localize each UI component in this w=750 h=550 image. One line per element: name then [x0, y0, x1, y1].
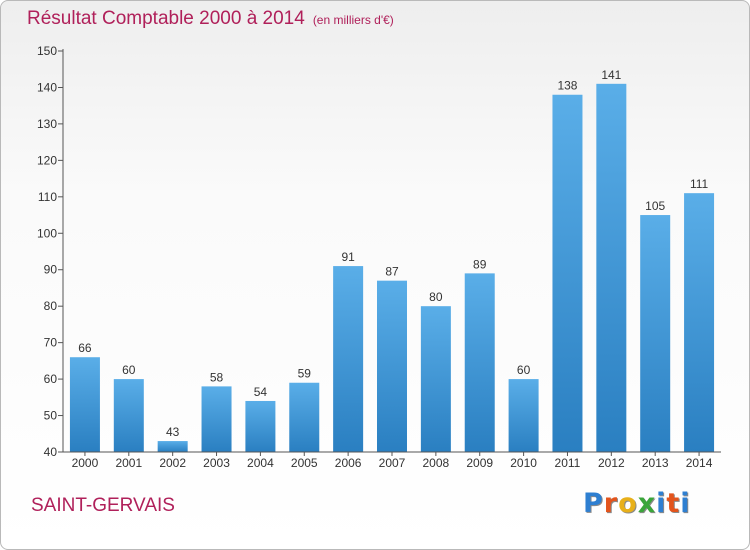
- chart-title: Résultat Comptable 2000 à 2014 (en millie…: [27, 8, 394, 30]
- logo-letter: i: [656, 488, 667, 519]
- proxiti-logo: Proxiti: [583, 488, 691, 519]
- y-tick-label-140: 140: [37, 80, 57, 94]
- data-label-2007: 87: [385, 265, 399, 279]
- bar-2005: [289, 382, 320, 452]
- data-label-2013: 105: [645, 199, 665, 213]
- data-label-2006: 91: [341, 250, 355, 264]
- logo-letter: r: [603, 488, 619, 519]
- bar-2012: [596, 83, 627, 453]
- data-label-2012: 141: [601, 68, 621, 82]
- bar-2004: [245, 400, 276, 452]
- data-label-2008: 80: [429, 290, 443, 304]
- bar-2006: [333, 266, 364, 452]
- logo-letter: o: [618, 488, 638, 519]
- x-tick-label-2012: 2012: [598, 456, 625, 470]
- y-tick-label-110: 110: [38, 190, 57, 204]
- data-label-2000: 66: [78, 341, 92, 355]
- y-tick-label-80: 80: [44, 299, 58, 313]
- chart-title-text: Résultat Comptable 2000 à 2014: [27, 8, 305, 29]
- place-name: SAINT-GERVAIS: [31, 495, 175, 516]
- y-tick-label-120: 120: [37, 153, 57, 167]
- bar-2009: [464, 273, 495, 452]
- bar-2008: [420, 306, 451, 452]
- bar-2001: [113, 379, 144, 452]
- x-tick-label-2006: 2006: [335, 456, 362, 470]
- data-label-2010: 60: [517, 363, 531, 377]
- data-label-2003: 58: [210, 370, 224, 384]
- x-tick-label-2003: 2003: [203, 456, 230, 470]
- bar-2000: [69, 357, 100, 452]
- logo-letter: t: [666, 488, 681, 519]
- x-tick-label-2005: 2005: [291, 456, 318, 470]
- bar-2003: [201, 386, 232, 452]
- y-tick-label-60: 60: [44, 372, 58, 386]
- x-tick-label-2011: 2011: [555, 456, 581, 470]
- x-tick-label-2013: 2013: [642, 456, 669, 470]
- bar-2014: [684, 193, 715, 452]
- x-tick-label-2004: 2004: [247, 456, 274, 470]
- y-tick-label-100: 100: [37, 226, 57, 240]
- bar-2011: [552, 94, 583, 452]
- y-tick-label-40: 40: [44, 445, 58, 459]
- x-tick-label-2002: 2002: [159, 456, 186, 470]
- axes-group: 2000 2001 2002 2003 2004 2005 2006 2007 2008 2009…: [37, 44, 721, 470]
- x-tick-label-2009: 2009: [466, 456, 493, 470]
- data-label-2001: 60: [122, 363, 136, 377]
- x-tick-label-2000: 2000: [72, 456, 99, 470]
- x-tick-label-2007: 2007: [379, 456, 406, 470]
- y-tick-label-150: 150: [37, 44, 57, 58]
- logo-letter: i: [680, 488, 691, 519]
- data-label-2002: 43: [166, 425, 180, 439]
- x-tick-label-2010: 2010: [510, 456, 537, 470]
- bar-2013: [640, 215, 671, 452]
- logo-letter: x: [637, 488, 657, 519]
- chart-subtitle: (en milliers d'€): [312, 13, 394, 27]
- bar-2002: [157, 441, 188, 452]
- x-tick-label-2014: 2014: [686, 456, 713, 470]
- y-tick-label-50: 50: [44, 409, 58, 423]
- logo-letter: P: [583, 488, 604, 519]
- data-label-2011: 138: [557, 79, 577, 93]
- bars-group: 66 60 43 58 54 59 91 87 80 89 60 138 141 105 111: [69, 68, 715, 453]
- data-label-2004: 54: [254, 385, 268, 399]
- data-label-2005: 59: [298, 367, 312, 381]
- y-tick-label-130: 130: [37, 117, 57, 131]
- bar-2007: [377, 280, 407, 452]
- bar-2010: [508, 379, 539, 452]
- data-label-2009: 89: [473, 257, 487, 271]
- y-tick-label-70: 70: [44, 336, 58, 350]
- data-label-2014: 111: [690, 177, 709, 191]
- x-tick-label-2008: 2008: [423, 456, 450, 470]
- x-tick-label-2001: 2001: [115, 456, 142, 470]
- y-tick-label-90: 90: [44, 263, 58, 277]
